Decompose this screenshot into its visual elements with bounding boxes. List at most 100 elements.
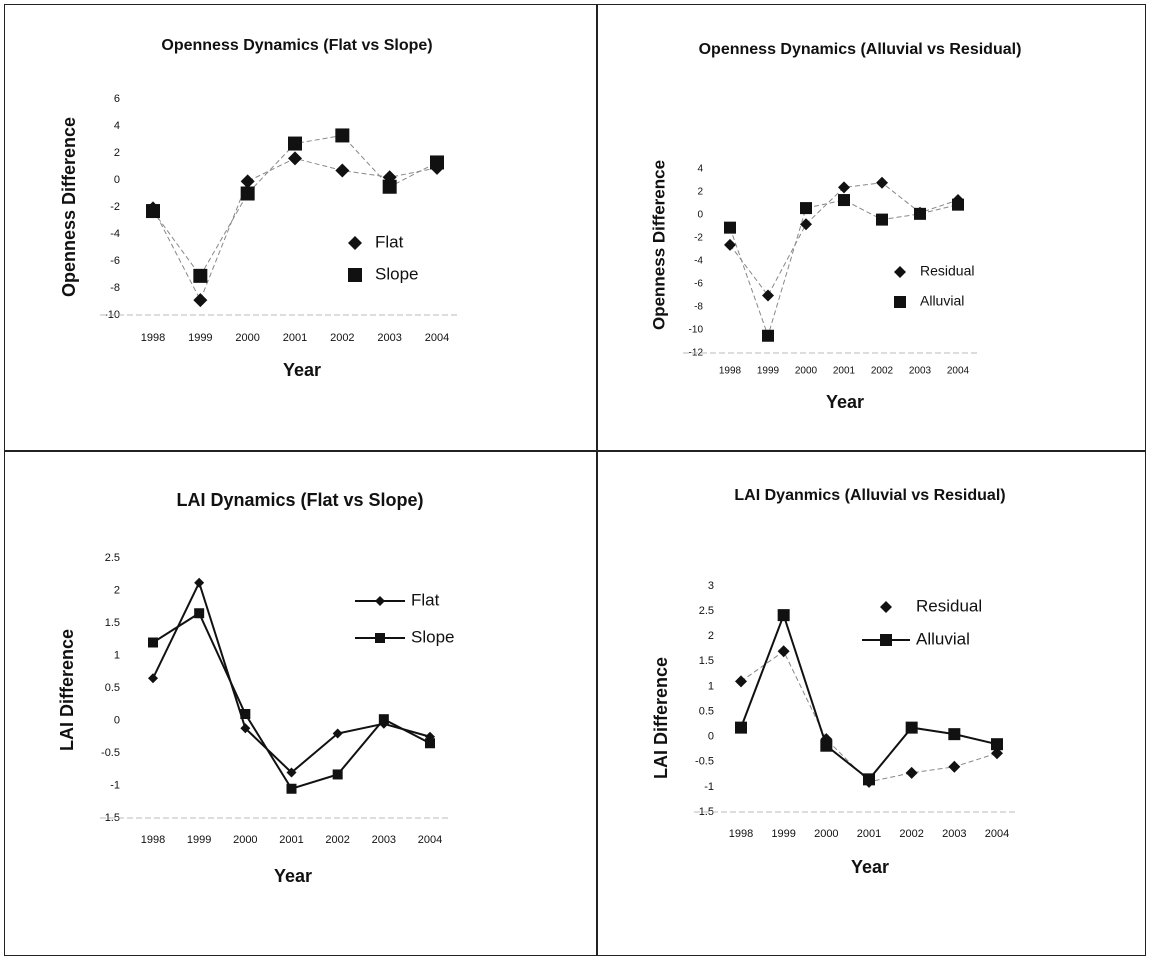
x-tick-label: 2004 xyxy=(947,366,970,377)
marker xyxy=(332,728,343,739)
marker xyxy=(240,174,255,189)
marker xyxy=(425,738,435,749)
marker xyxy=(905,721,918,734)
marker xyxy=(876,213,888,226)
y-tick-label: -10 xyxy=(689,325,704,336)
x-tick-label: 2004 xyxy=(418,834,442,846)
panel xyxy=(596,4,1146,452)
legend-label: Alluvial xyxy=(916,629,970,648)
y-tick-label: 2.5 xyxy=(699,605,714,617)
x-tick-label: 2001 xyxy=(279,834,303,846)
legend-marker xyxy=(375,633,385,643)
x-tick-label: 1999 xyxy=(771,828,795,840)
y-tick-label: 2.5 xyxy=(105,552,120,564)
y-tick-label: 0 xyxy=(114,714,120,726)
x-tick-label: 2003 xyxy=(372,834,396,846)
legend-marker xyxy=(894,296,906,308)
y-tick-label: -0.5 xyxy=(695,756,714,768)
legend-label: Residual xyxy=(916,596,982,615)
y-axis-label: LAI Difference xyxy=(57,629,77,751)
legend-label: Alluvial xyxy=(920,293,964,309)
series-line xyxy=(740,650,998,783)
y-tick-label: 4 xyxy=(697,164,703,175)
marker xyxy=(286,783,297,794)
legend-label: Flat xyxy=(411,590,440,609)
y-tick-label: 6 xyxy=(114,93,120,105)
marker xyxy=(777,645,790,658)
chart-title: Openness Dynamics (Flat vs Slope) xyxy=(161,37,433,54)
y-axis-label: Openness Difference xyxy=(649,160,668,330)
chart-title: LAI Dyanmics (Alluvial vs Residual) xyxy=(734,487,1006,504)
marker xyxy=(146,204,160,219)
marker xyxy=(876,176,888,189)
marker xyxy=(762,329,774,342)
x-tick-label: 2001 xyxy=(833,366,856,377)
marker xyxy=(991,747,1003,760)
y-tick-label: 2 xyxy=(708,630,714,642)
x-tick-label: 2003 xyxy=(377,332,401,344)
x-tick-label: 2001 xyxy=(857,828,881,840)
y-axis-label: LAI Difference xyxy=(651,657,671,779)
marker xyxy=(762,289,774,302)
series-line xyxy=(152,611,431,790)
y-tick-label: 0.5 xyxy=(105,682,120,694)
marker xyxy=(193,268,208,283)
y-tick-label: -1 xyxy=(110,779,120,791)
marker xyxy=(332,769,343,780)
x-tick-label: 2002 xyxy=(325,834,349,846)
x-tick-label: 2000 xyxy=(235,332,259,344)
panel xyxy=(4,4,598,452)
marker xyxy=(378,714,389,725)
x-tick-label: 2002 xyxy=(871,366,894,377)
y-tick-label: 4 xyxy=(114,120,120,132)
y-tick-label: 1 xyxy=(114,649,120,661)
marker xyxy=(288,136,302,151)
y-tick-label: 0 xyxy=(697,210,703,221)
panel xyxy=(4,450,598,956)
legend-marker xyxy=(348,236,362,250)
legend-label: Slope xyxy=(375,264,418,283)
marker xyxy=(952,198,964,211)
x-tick-label: 2001 xyxy=(283,332,307,344)
x-axis-label: Year xyxy=(283,360,321,380)
legend-marker xyxy=(894,266,906,278)
y-tick-label: 0 xyxy=(708,731,714,743)
x-tick-label: 2004 xyxy=(425,332,449,344)
x-tick-label: 1999 xyxy=(188,332,212,344)
chart-title: LAI Dynamics (Flat vs Slope) xyxy=(176,490,424,510)
marker xyxy=(838,181,850,194)
x-axis-label: Year xyxy=(826,392,864,412)
x-tick-label: 2003 xyxy=(942,828,966,840)
marker xyxy=(991,738,1003,751)
legend-marker xyxy=(880,634,892,646)
x-axis-label: Year xyxy=(274,866,312,886)
marker xyxy=(724,221,736,234)
legend-label: Flat xyxy=(375,232,404,251)
marker xyxy=(914,207,926,220)
x-tick-label: 2002 xyxy=(899,828,923,840)
marker xyxy=(800,218,812,231)
legend-marker xyxy=(348,268,362,282)
x-tick-label: 2000 xyxy=(233,834,257,846)
marker xyxy=(194,577,205,588)
y-tick-label: 0 xyxy=(114,174,120,186)
x-tick-label: 1999 xyxy=(187,834,211,846)
marker xyxy=(193,293,208,308)
legend-label: Residual xyxy=(920,263,974,279)
marker xyxy=(288,151,302,166)
y-tick-label: -6 xyxy=(694,279,703,290)
marker xyxy=(905,766,918,779)
marker xyxy=(948,760,961,773)
x-tick-label: 1998 xyxy=(141,332,165,344)
y-tick-label: 2 xyxy=(114,147,120,159)
legend-marker xyxy=(880,601,892,613)
x-tick-label: 2000 xyxy=(795,366,818,377)
marker xyxy=(240,186,255,201)
y-axis-label: Openness Difference xyxy=(59,117,79,297)
legend-label: Slope xyxy=(411,627,454,646)
marker xyxy=(735,675,747,688)
marker xyxy=(148,637,158,648)
marker xyxy=(194,608,205,619)
marker xyxy=(286,767,297,778)
y-tick-label: -4 xyxy=(694,256,703,267)
